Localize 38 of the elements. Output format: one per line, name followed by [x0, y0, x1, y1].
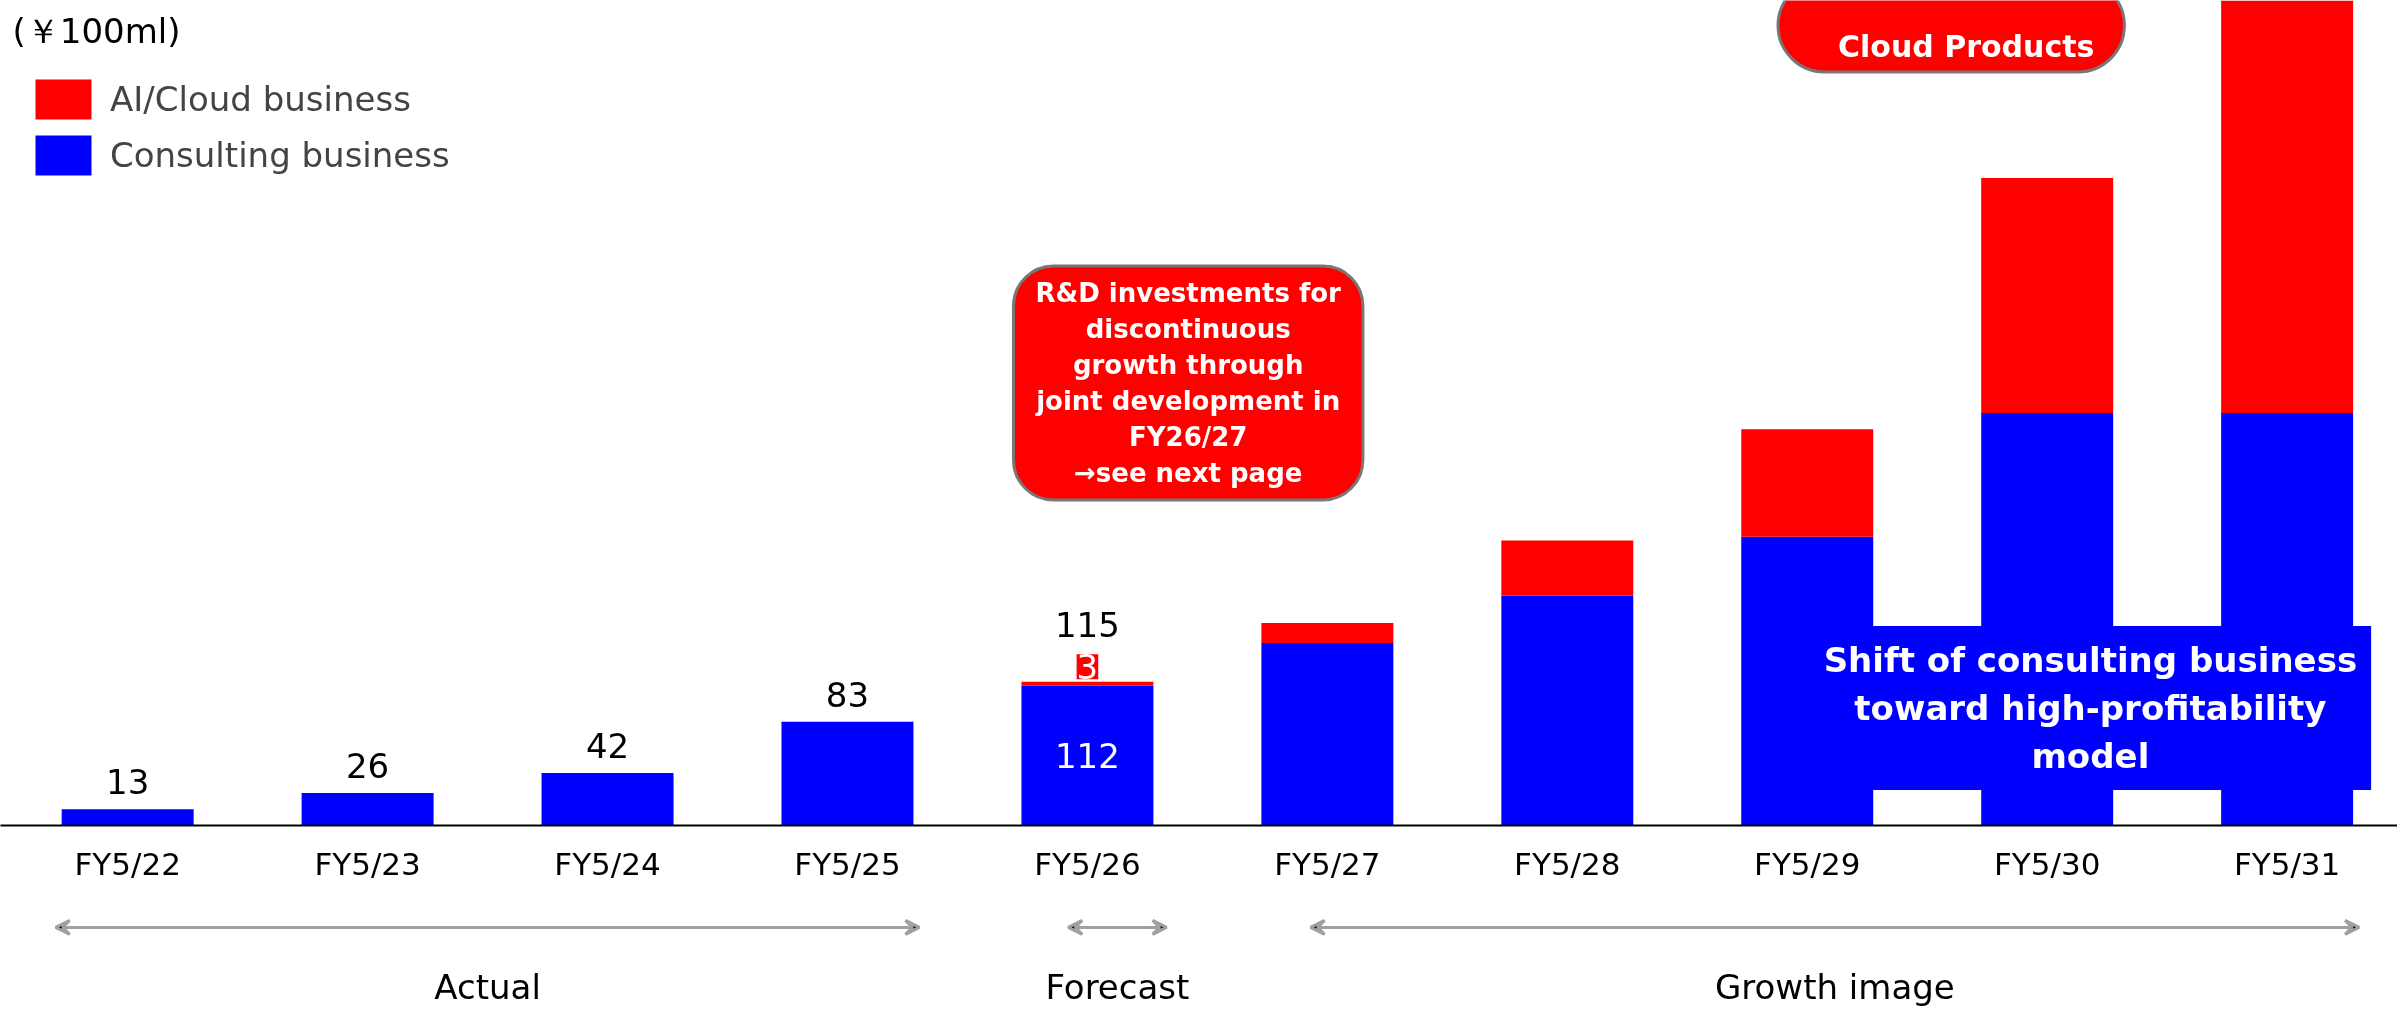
legend-label: AI/Cloud business [110, 79, 411, 119]
x-tick-label: FY5/28 [1514, 845, 1621, 882]
bar [1261, 623, 1394, 643]
bar [781, 721, 914, 826]
total-label: 42 [585, 726, 630, 766]
bar [2221, 0, 2354, 413]
data-label: 112 [1054, 736, 1120, 776]
x-tick-label: FY5/24 [554, 845, 661, 882]
bar [1021, 685, 1154, 826]
bar [1501, 595, 1634, 826]
bar [1501, 540, 1634, 596]
bar [1741, 429, 1874, 537]
text: Forecast [1045, 967, 1190, 1008]
total-label: 83 [825, 674, 870, 715]
x-tick-label: FY5/23 [314, 845, 421, 882]
total-label: 13 [106, 762, 150, 803]
total-label: 115 [1054, 604, 1120, 645]
total-label: 26 [345, 746, 390, 786]
annotation: Cloud Products [1838, 29, 2095, 64]
text: Actual [434, 967, 541, 1008]
bar [1981, 178, 2114, 413]
x-tick-label: FY5/31 [2233, 845, 2341, 882]
text: Growth image [1714, 967, 1955, 1008]
annotation: R&D investments for discontinuous growth through joint development in FY26/27 →see next page [1035, 278, 1342, 488]
x-tick-label: FY5/30 [1994, 845, 2101, 882]
legend-label: Consulting business [110, 135, 450, 175]
x-tick-label: FY5/25 [794, 845, 901, 882]
x-tick-label: FY5/27 [1274, 845, 1381, 882]
x-tick-label: FY5/22 [74, 845, 181, 882]
bar [61, 809, 194, 826]
data-label: 3 [1076, 647, 1099, 688]
x-tick-label: FY5/29 [1754, 845, 1861, 882]
y-axis-title: (￥100ml) [12, 10, 181, 51]
bar [301, 793, 434, 826]
annotation: Shift of consulting business toward high-profitability model [1823, 640, 2358, 776]
bar [541, 773, 674, 826]
x-tick-label: FY5/26 [1034, 845, 1141, 882]
bar [1261, 643, 1394, 826]
